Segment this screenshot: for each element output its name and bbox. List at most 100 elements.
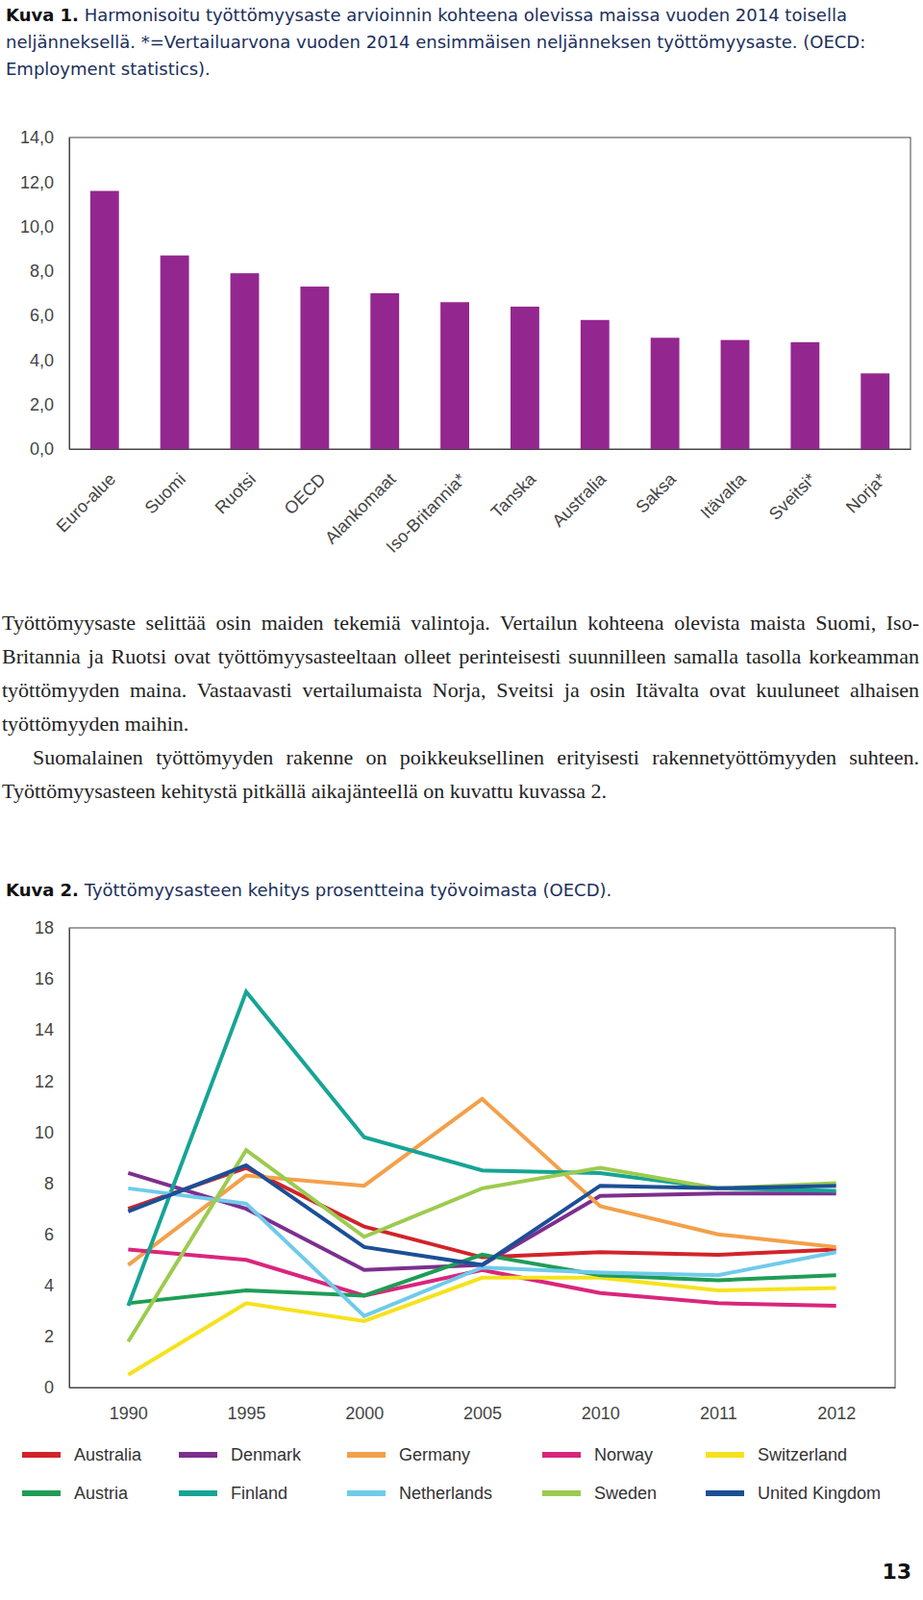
- x-tick-label: Itävalta: [697, 468, 751, 523]
- x-tick-label: 2010: [581, 1403, 621, 1423]
- legend-swatch: [347, 1451, 386, 1458]
- y-tick-label: 0,0: [29, 439, 54, 459]
- chart: 0,02,04,06,08,010,012,014,0Euro-alueSuom…: [20, 127, 912, 556]
- x-tick-label: Iso-Britannia*: [382, 469, 471, 557]
- y-tick-label: 18: [34, 918, 54, 938]
- x-tick-label: Euro-alue: [52, 469, 120, 536]
- series-line: [127, 1188, 836, 1317]
- caption-label: Kuva 1.: [5, 4, 79, 25]
- caption-label: Kuva 2.: [5, 879, 79, 900]
- x-tick-label: Sveitsi*: [765, 469, 821, 524]
- legend-label: Australia: [74, 1445, 143, 1465]
- y-tick: 14,0: [20, 127, 70, 148]
- x-tick-label: 2000: [345, 1403, 384, 1423]
- legend-item: United Kingdom: [705, 1483, 881, 1503]
- y-tick: 0,0: [29, 439, 70, 459]
- marks: [127, 991, 836, 1374]
- x-tick: 2012: [817, 1387, 856, 1423]
- legend-label: Germany: [399, 1445, 471, 1465]
- y-tick-label: 2,0: [29, 395, 54, 415]
- y-axis: 024681012141618: [34, 918, 71, 1397]
- legend-item: Sweden: [542, 1483, 657, 1503]
- x-tick-label: Suomi: [141, 469, 190, 518]
- series-line: [127, 1149, 836, 1342]
- y-tick-label: 10,0: [20, 217, 54, 237]
- legend-swatch: [705, 1490, 745, 1497]
- y-tick-label: 12,0: [20, 173, 54, 193]
- plot-frame: [69, 137, 911, 450]
- figure-caption: Kuva 1. Harmonisoitu työttömyysaste arvi…: [5, 1, 915, 83]
- legend-label: Sweden: [594, 1483, 657, 1503]
- x-tick-label: 2005: [463, 1403, 502, 1423]
- x-tick: 1990: [109, 1387, 149, 1423]
- page: 0,02,04,06,08,010,012,014,0Euro-alueSuom…: [0, 0, 923, 1600]
- y-tick: 6,0: [29, 305, 70, 325]
- legend-item: Switzerland: [705, 1445, 848, 1465]
- bar: [721, 340, 750, 450]
- y-tick: 4: [44, 1275, 70, 1296]
- y-tick: 0: [44, 1377, 70, 1397]
- legend-item: Netherlands: [347, 1483, 493, 1503]
- bar: [90, 191, 120, 450]
- x-tick: 2010: [581, 1387, 621, 1423]
- x-tick: OECD: [280, 449, 330, 519]
- y-tick: 12: [34, 1072, 70, 1092]
- y-tick: 2,0: [29, 395, 70, 415]
- y-tick-label: 4: [44, 1275, 54, 1296]
- legend-item: Norway: [542, 1445, 653, 1465]
- legend-item: Australia: [22, 1445, 143, 1465]
- x-tick: 2011: [699, 1387, 738, 1423]
- legend-swatch: [22, 1451, 61, 1458]
- legend-item: Finland: [178, 1483, 288, 1503]
- y-tick-label: 8,0: [29, 261, 54, 281]
- bar: [580, 320, 610, 450]
- legend-label: Denmark: [230, 1445, 302, 1465]
- y-tick-label: 8: [44, 1173, 54, 1194]
- marks: [90, 191, 890, 450]
- bar: [299, 286, 329, 450]
- figure-caption: Kuva 2. Työttömyysasteen kehitys prosent…: [5, 876, 915, 904]
- legend-label: Netherlands: [399, 1483, 493, 1503]
- legend-label: Norway: [594, 1445, 653, 1465]
- x-tick: 1995: [227, 1387, 267, 1423]
- y-tick-label: 14,0: [20, 127, 54, 148]
- y-tick-label: 0: [44, 1377, 54, 1397]
- x-tick: Alankomaat: [321, 449, 400, 549]
- legend-label: Finland: [230, 1483, 288, 1503]
- y-tick: 18: [34, 918, 70, 938]
- x-tick-label: OECD: [280, 469, 330, 519]
- legend-label: Austria: [74, 1483, 129, 1503]
- legend-swatch: [178, 1451, 218, 1458]
- legend-swatch: [542, 1451, 581, 1458]
- x-tick-label: 1995: [227, 1403, 267, 1423]
- x-tick: Norja*: [842, 449, 891, 518]
- body-text: Työttömyysaste selittää osin maiden teke…: [1, 605, 920, 808]
- x-tick-label: Norja*: [842, 469, 891, 518]
- y-tick: 8,0: [29, 261, 70, 281]
- paragraph: Työttömyysaste selittää osin maiden teke…: [1, 605, 920, 741]
- y-tick-label: 2: [44, 1326, 54, 1347]
- y-tick: 14: [34, 1020, 70, 1040]
- series-line: [127, 1254, 836, 1303]
- y-tick: 12,0: [20, 173, 70, 193]
- bar: [440, 301, 470, 450]
- bar: [510, 306, 540, 450]
- bar: [160, 255, 190, 450]
- x-tick: Iso-Britannia*: [382, 449, 471, 557]
- legend-swatch: [705, 1451, 745, 1458]
- legend-swatch: [347, 1490, 386, 1497]
- y-tick-label: 12: [34, 1072, 54, 1092]
- y-tick-label: 16: [34, 969, 54, 989]
- x-tick: Ruotsi: [211, 449, 260, 518]
- y-tick: 10,0: [20, 217, 70, 237]
- legend-item: Austria: [22, 1483, 129, 1503]
- x-tick: Euro-alue: [52, 449, 120, 536]
- plot-frame: [69, 927, 896, 1388]
- series-line: [127, 1168, 836, 1258]
- caption-text: Työttömyysasteen kehitys prosentteina ty…: [78, 879, 612, 900]
- legend-label: United Kingdom: [757, 1483, 881, 1503]
- x-tick-label: 2012: [817, 1403, 856, 1423]
- x-axis: 1990 1995 2000 2005 2010 2011 2012: [70, 1387, 897, 1423]
- bar: [860, 373, 890, 450]
- x-tick: Itävalta: [697, 449, 751, 523]
